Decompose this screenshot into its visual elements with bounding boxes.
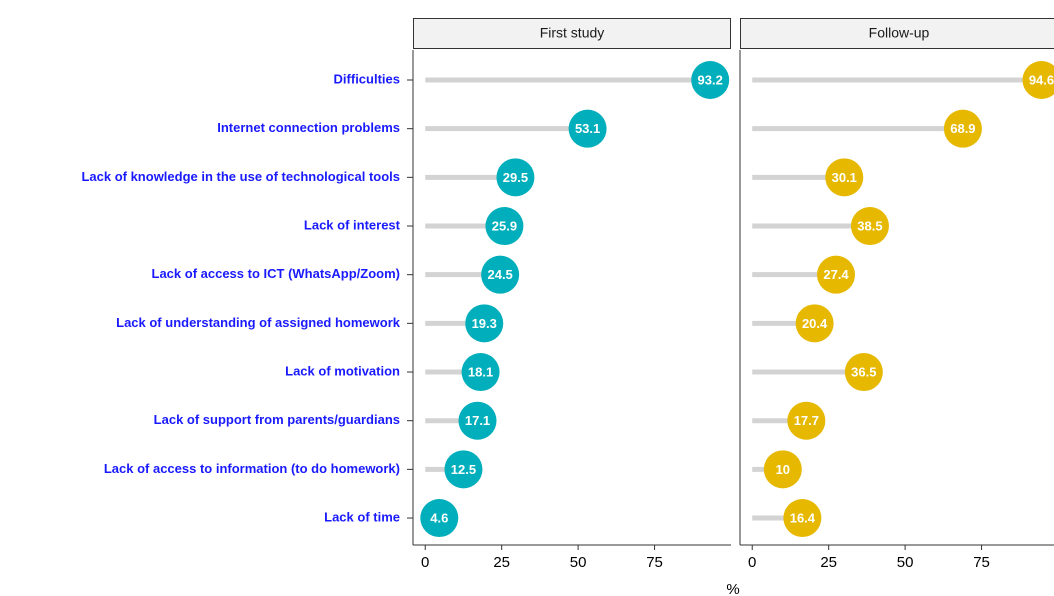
value-label: 17.1 (465, 413, 490, 428)
category-label: Lack of time (324, 509, 400, 524)
value-label: 94.6 (1029, 72, 1054, 87)
facet-strip (413, 18, 731, 49)
dot (943, 109, 982, 148)
value-label: 4.6 (430, 510, 448, 525)
dot (850, 207, 889, 246)
dot (763, 450, 802, 489)
value-label: 68.9 (950, 121, 975, 136)
dot (783, 499, 822, 538)
x-tick-label: 25 (820, 554, 837, 571)
value-label: 25.9 (492, 218, 517, 233)
category-label: Lack of knowledge in the use of technolo… (81, 169, 400, 184)
dot (795, 304, 834, 343)
dot (461, 353, 500, 392)
dot (817, 255, 856, 294)
dot (844, 353, 883, 392)
value-label: 16.4 (790, 510, 816, 525)
dot (465, 304, 504, 343)
x-tick-label: 50 (570, 554, 587, 571)
dot (458, 401, 497, 440)
value-label: 18.1 (468, 364, 493, 379)
dot (1022, 61, 1054, 99)
value-label: 30.1 (832, 170, 857, 185)
dot (787, 401, 826, 440)
dot (444, 450, 483, 489)
facet-title: Follow-up (869, 25, 930, 41)
value-label: 24.5 (487, 267, 512, 282)
x-tick-label: 0 (748, 554, 756, 571)
value-label: 20.4 (802, 316, 828, 331)
value-label: 38.5 (857, 218, 882, 233)
dot (568, 109, 607, 148)
dot (496, 158, 535, 197)
x-tick-label: 75 (973, 554, 990, 571)
dot (691, 61, 730, 99)
value-label: 27.4 (823, 267, 849, 282)
x-tick-label: 0 (421, 554, 429, 571)
category-label: Lack of interest (304, 217, 401, 232)
value-label: 53.1 (575, 121, 600, 136)
dot (825, 158, 864, 197)
x-tick-label: 50 (897, 554, 914, 571)
category-label: Lack of motivation (285, 363, 400, 378)
value-label: 12.5 (451, 462, 476, 477)
x-tick-label: 25 (493, 554, 510, 571)
value-label: 29.5 (503, 170, 528, 185)
category-label: Internet connection problems (217, 120, 400, 135)
facet-strip (740, 18, 1054, 49)
value-label: 10 (776, 462, 790, 477)
x-tick-label: 75 (646, 554, 663, 571)
value-label: 93.2 (698, 72, 723, 87)
facet-title: First study (540, 25, 605, 41)
category-label: Lack of access to ICT (WhatsApp/Zoom) (152, 266, 400, 281)
category-label: Lack of support from parents/guardians (154, 412, 400, 427)
value-label: 36.5 (851, 364, 876, 379)
x-axis-label: % (726, 581, 739, 596)
dot (420, 499, 459, 538)
category-label: Lack of access to information (to do hom… (104, 461, 400, 476)
value-label: 19.3 (472, 316, 497, 331)
dot (485, 207, 524, 246)
value-label: 17.7 (794, 413, 819, 428)
category-label: Lack of understanding of assigned homewo… (116, 315, 401, 330)
category-label: Difficulties (334, 71, 400, 86)
dot (481, 255, 520, 294)
